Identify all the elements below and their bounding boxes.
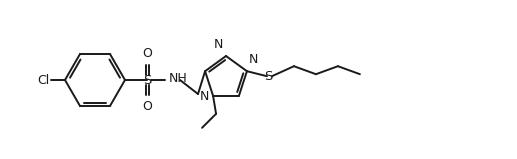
Text: N: N	[214, 38, 223, 51]
Text: O: O	[142, 100, 152, 113]
Text: S: S	[264, 70, 272, 83]
Text: N: N	[249, 53, 258, 66]
Text: Cl: Cl	[37, 73, 49, 86]
Text: S: S	[143, 73, 151, 86]
Text: NH: NH	[169, 73, 188, 86]
Text: O: O	[142, 47, 152, 60]
Text: N: N	[200, 90, 209, 103]
